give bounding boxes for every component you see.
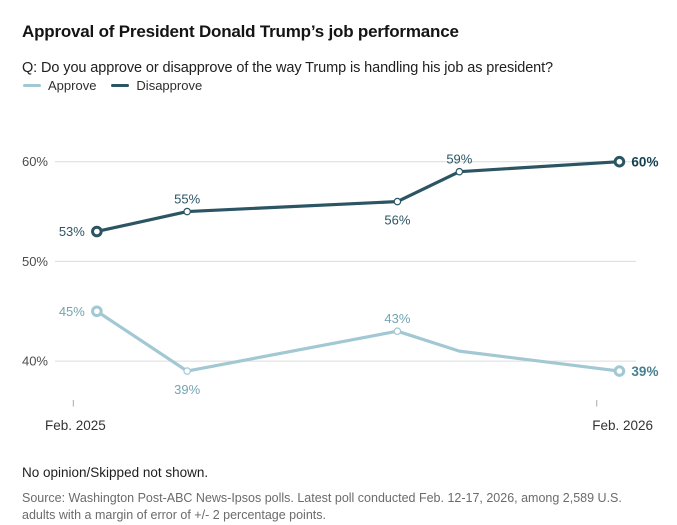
data-point-marker [393, 327, 402, 335]
data-point-marker [393, 197, 402, 206]
data-point-label: 55% [174, 192, 200, 207]
legend-item-approve: Approve [23, 78, 96, 93]
y-axis-tick-label: 40% [22, 354, 48, 369]
approve-line-swatch-icon [23, 84, 41, 87]
x-axis-tick-label: Feb. 2026 [592, 418, 653, 433]
data-point-marker [91, 305, 103, 318]
data-point-label: 39% [174, 382, 200, 397]
data-point-label: 53% [59, 224, 85, 239]
chart-question-subtitle: Q: Do you approve or disapprove of the w… [22, 59, 554, 76]
data-point-marker [91, 225, 103, 238]
chart-source: Source: Washington Post-ABC News-Ipsos p… [22, 490, 622, 523]
data-point-label: 43% [384, 311, 410, 326]
data-point-marker [455, 167, 464, 176]
disapprove-line-swatch-icon [111, 84, 130, 87]
y-axis-tick-label: 50% [22, 254, 48, 269]
data-point-label: 45% [59, 304, 85, 319]
legend-label-approve: Approve [48, 78, 97, 93]
data-point-label: 60% [631, 155, 658, 170]
data-point-label: 39% [631, 364, 658, 379]
data-point-label: 56% [384, 213, 410, 228]
chart-legend: Approve Disapprove [23, 78, 202, 93]
approve-line [95, 309, 622, 373]
legend-label-disapprove: Disapprove [136, 78, 203, 93]
data-point-marker [183, 207, 191, 216]
page-title: Approval of President Donald Trump’s job… [22, 22, 459, 42]
chart-footnote: No opinion/Skipped not shown. [22, 464, 209, 480]
data-point-marker [613, 365, 626, 377]
data-point-marker [183, 367, 191, 375]
y-axis-tick-label: 60% [22, 154, 48, 169]
data-point-marker [613, 155, 626, 168]
data-point-label: 59% [446, 152, 472, 167]
legend-item-disapprove: Disapprove [111, 78, 202, 93]
approval-line-chart: 60% 50% 40% Feb. 2025 Feb. 2026 53% 55% 56% 59% 6… [22, 152, 658, 433]
x-axis-tick-label: Feb. 2025 [45, 418, 106, 433]
